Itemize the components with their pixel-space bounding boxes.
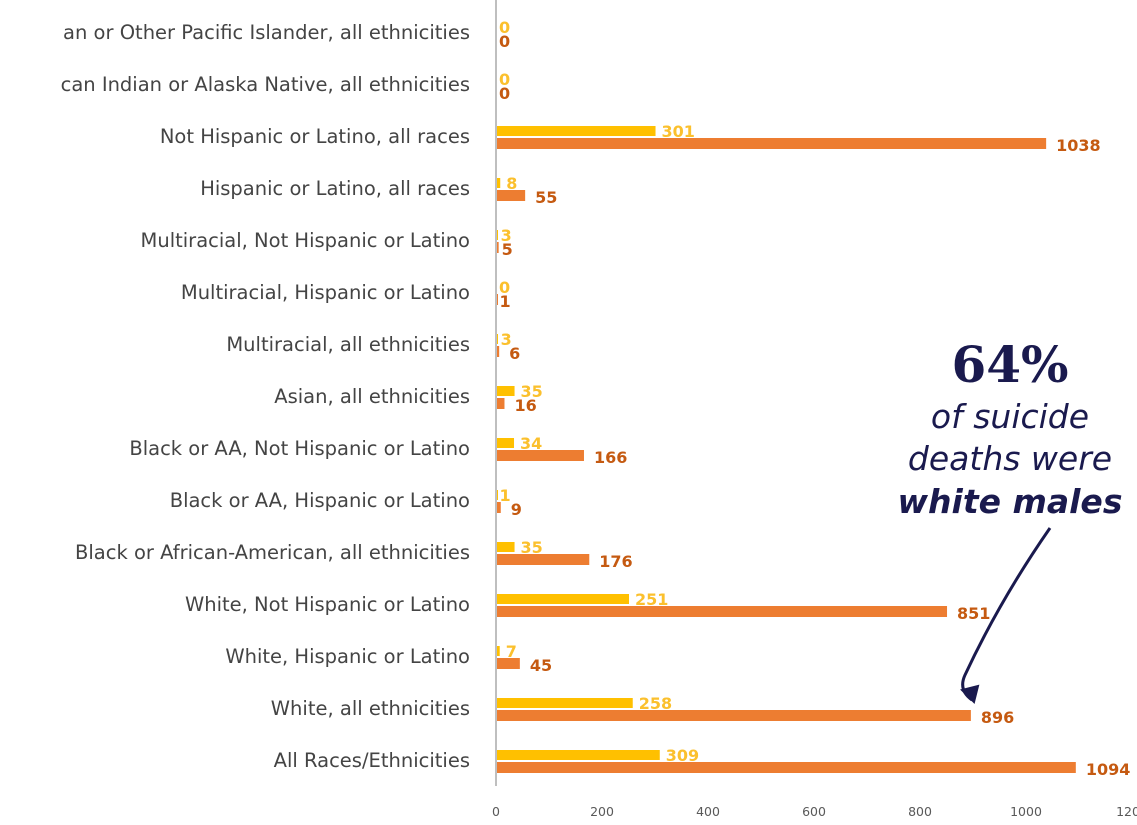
category-label: White, Not Hispanic or Latino [185,593,470,616]
category-label: Black or African-American, all ethniciti… [75,541,470,564]
category-label: can Indian or Alaska Native, all ethnici… [61,73,470,96]
bar-series-1 [496,594,630,604]
annotation-line-3: white males [898,482,1123,521]
x-tick-label: 400 [696,804,720,819]
bar-series-2 [496,190,526,201]
bar-series-2 [496,138,1047,149]
data-label-series-2: 0 [499,84,510,103]
bar-series-1 [496,386,515,396]
category-labels: an or Other Pacific Islander, all ethnic… [61,21,470,772]
data-label-series-1: 309 [666,746,699,765]
bar-series-2 [496,346,500,357]
data-label-series-2: 896 [981,708,1014,727]
data-label-series-2: 9 [511,500,522,519]
bar-series-2 [496,762,1076,773]
data-label-series-2: 55 [535,188,557,207]
category-label: White, Hispanic or Latino [225,645,470,668]
category-label: Black or AA, Hispanic or Latino [170,489,470,512]
data-label-series-1: 3 [501,330,512,349]
bar-series-1 [496,126,656,136]
category-label: White, all ethnicities [271,697,470,720]
annotation-line-1: of suicide [931,397,1089,436]
data-label-series-2: 176 [599,552,632,571]
category-label: an or Other Pacific Islander, all ethnic… [63,21,470,44]
data-label-series-1: 35 [521,382,543,401]
category-label: Not Hispanic or Latino, all races [160,125,470,148]
x-tick-label: 1000 [1010,804,1042,819]
category-label: Asian, all ethnicities [274,385,470,408]
x-tick-label: 800 [908,804,932,819]
bar-series-2 [496,502,501,513]
annotation-line-2: deaths were [908,439,1112,478]
bar-series-2 [496,398,505,409]
data-label-series-2: 1 [500,292,511,311]
data-label-series-1: 8 [506,174,517,193]
data-label-series-1: 0 [499,278,510,297]
data-label-series-2: 1094 [1086,760,1131,779]
category-label: Multiracial, Hispanic or Latino [181,281,470,304]
data-label-series-2: 1038 [1056,136,1101,155]
bar-series-1 [496,438,515,448]
bar-series-1 [496,698,633,708]
x-tick-label: 200 [590,804,614,819]
annotation-arrowhead [960,684,980,704]
bar-series-2 [496,554,590,565]
data-label-series-2: 0 [499,32,510,51]
bar-series-2 [496,606,948,617]
data-label-series-1: 34 [520,434,542,453]
bar-series-2 [496,710,971,721]
bar-series-2 [496,242,499,253]
bar-series-1 [496,178,501,188]
data-label-series-1: 301 [662,122,695,141]
bar-series-1 [496,646,500,656]
data-label-series-1: 35 [521,538,543,557]
data-label-series-2: 45 [530,656,552,675]
data-label-series-2: 16 [514,396,536,415]
data-label-series-1: 3 [501,226,512,245]
category-label: Hispanic or Latino, all races [200,177,470,200]
data-label-series-2: 851 [957,604,990,623]
category-label: Black or AA, Not Hispanic or Latino [129,437,470,460]
data-label-series-2: 6 [509,344,520,363]
data-label-series-1: 258 [639,694,672,713]
x-tick-label: 600 [802,804,826,819]
data-label-series-1: 0 [499,18,510,37]
category-label: All Races/Ethnicities [274,749,470,772]
x-tick-label: 1200 [1116,804,1137,819]
data-label-series-2: 166 [594,448,627,467]
category-label: Multiracial, all ethnicities [226,333,470,356]
x-tick-label: 0 [492,804,500,819]
annotation-percent: 64% [951,335,1068,394]
data-label-series-2: 5 [502,240,513,259]
category-label: Multiracial, Not Hispanic or Latino [141,229,470,252]
data-label-series-1: 1 [500,486,511,505]
data-label-series-1: 0 [499,70,510,89]
bar-series-2 [496,450,584,461]
data-bars [496,126,1076,773]
x-axis-ticks: 0 200 400 600 800 1000 1200 [492,804,1137,819]
bar-series-1 [496,750,660,760]
bar-series-1 [496,542,515,552]
data-label-series-1: 7 [506,642,517,661]
data-labels: 0000301103885535013635163416619351762518… [499,18,1130,779]
annotation-callout: 64% of suicide deaths were white males [898,335,1123,704]
bar-series-2 [496,658,520,669]
data-label-series-1: 251 [635,590,668,609]
